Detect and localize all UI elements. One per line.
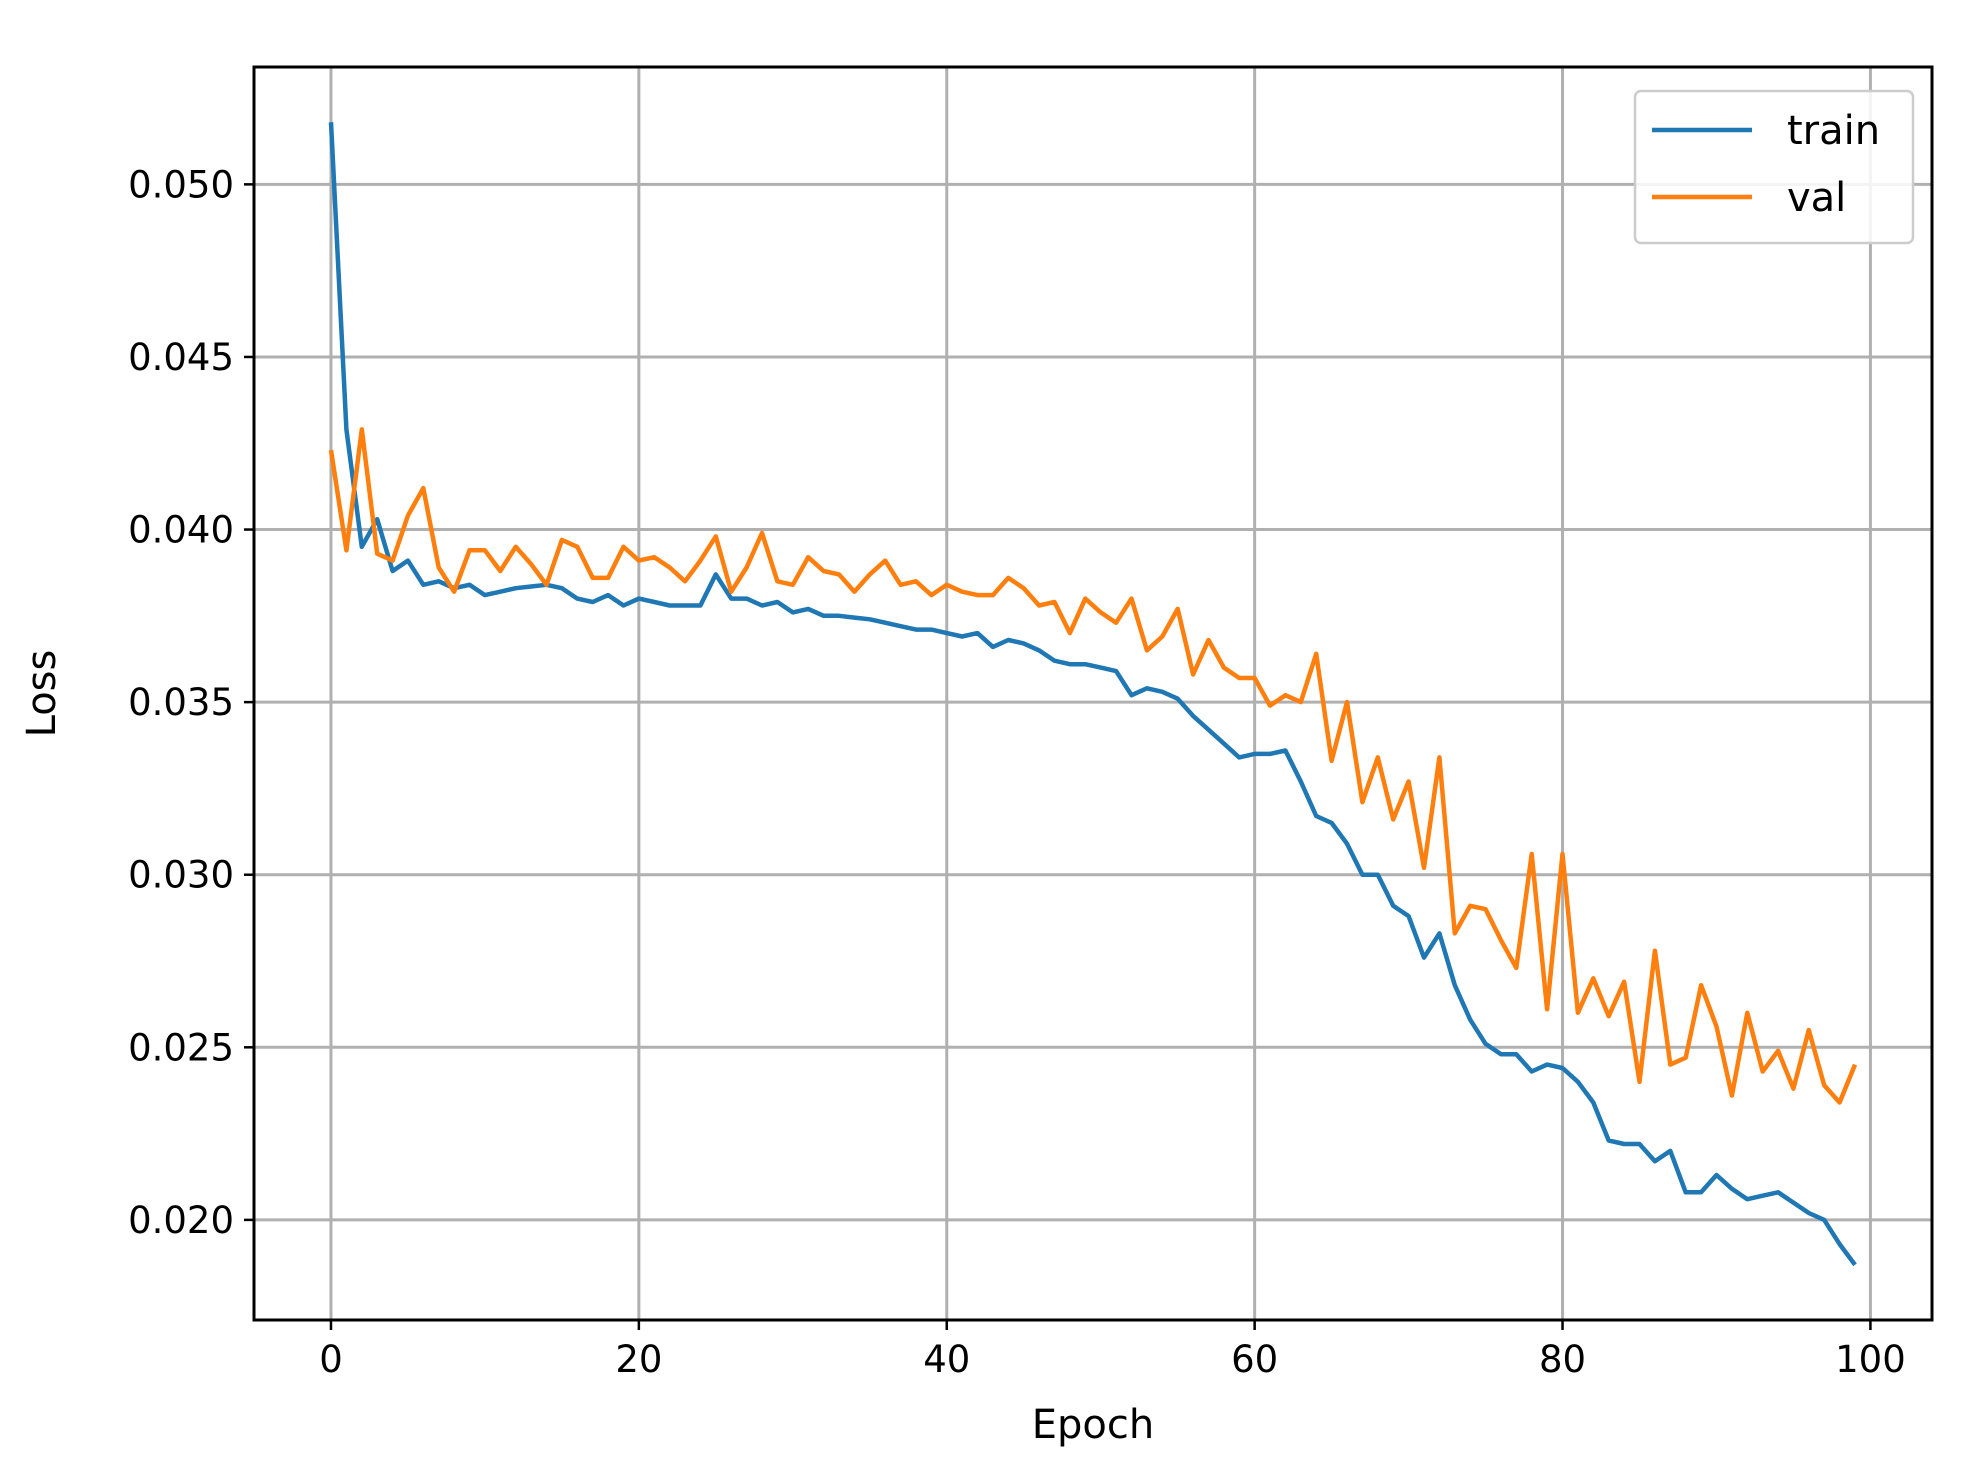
series-line-val <box>328 427 1858 1105</box>
y-tick-label: 0.035 <box>128 681 234 724</box>
y-tick-label: 0.050 <box>128 163 234 206</box>
x-tick-label: 0 <box>319 1338 343 1381</box>
x-tick-label: 100 <box>1835 1338 1906 1381</box>
grid <box>254 67 1932 1320</box>
y-axis-title: Loss <box>19 650 65 738</box>
y-tick-label: 0.020 <box>128 1199 234 1242</box>
series-layer <box>328 122 1858 1267</box>
series-line-train <box>328 122 1857 1267</box>
legend-label-val: val <box>1787 175 1846 221</box>
legend-label-train: train <box>1787 108 1880 154</box>
y-tick-label: 0.030 <box>128 854 234 897</box>
x-tick-label: 40 <box>923 1338 970 1381</box>
legend: train val <box>1633 89 1915 245</box>
x-tick-label: 60 <box>1231 1338 1278 1381</box>
x-axis-title: Epoch <box>1032 1402 1154 1448</box>
y-tick-label: 0.025 <box>128 1026 234 1069</box>
plot-frame <box>252 65 1934 1322</box>
y-tick-label: 0.045 <box>128 336 234 379</box>
x-tick-label: 80 <box>1539 1338 1586 1381</box>
ticks: 0 20 40 60 80 100 0.020 0.025 0.030 0.035 0.040 0.0… <box>128 163 1906 1381</box>
y-tick-label: 0.040 <box>128 509 234 552</box>
x-tick-label: 20 <box>615 1338 662 1381</box>
